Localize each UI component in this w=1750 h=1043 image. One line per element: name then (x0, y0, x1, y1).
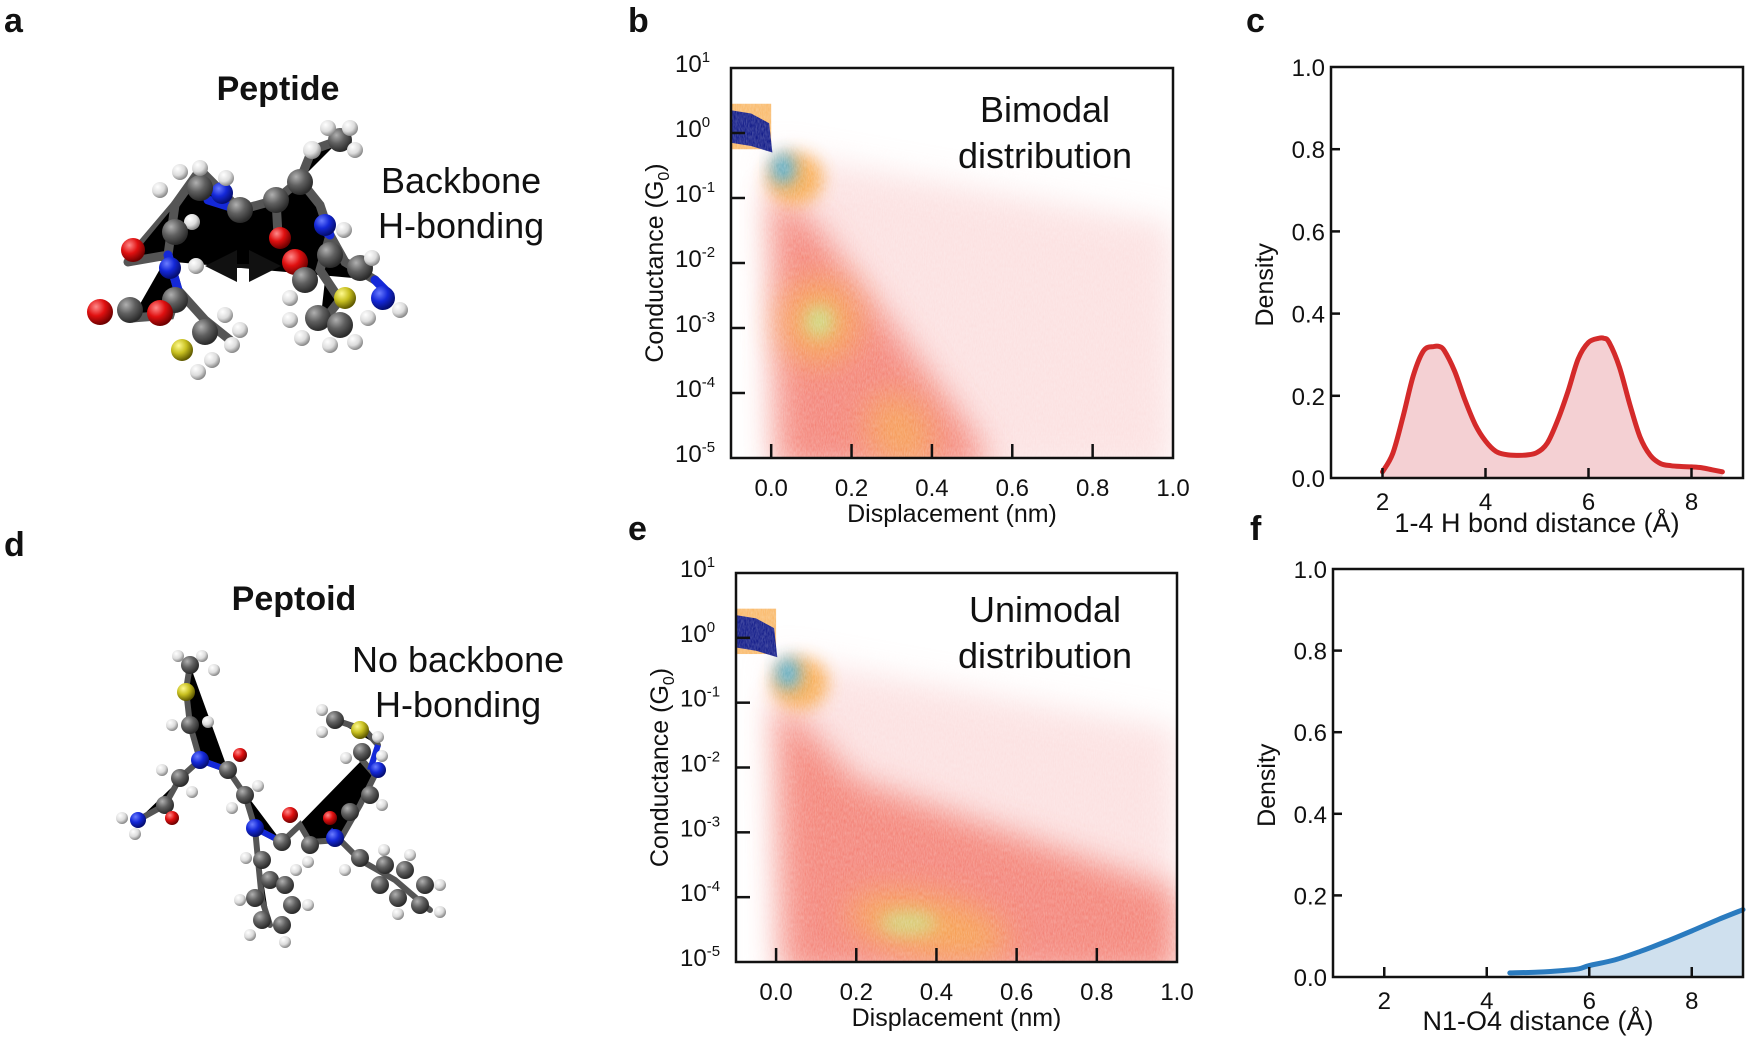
y-tick-label: 10-2 (680, 749, 720, 778)
peptide-annotation-line1: Backbone (381, 160, 542, 201)
x-tick-label: 0.4 (915, 475, 948, 502)
heatmap-b (731, 68, 1173, 458)
molecule-illustrations (87, 120, 446, 948)
panel-label-a: a (4, 2, 23, 40)
x-tick-label: 0.8 (1080, 979, 1113, 1006)
peptoid-molecule (116, 650, 446, 948)
y-tick-label: 10-4 (680, 878, 720, 907)
y-tick-label: 1.0 (1294, 557, 1327, 584)
x-axis-label: Displacement (nm) (847, 500, 1057, 528)
plot-frame (1331, 567, 1745, 979)
y-axis-label: Density (1253, 743, 1281, 827)
y-tick-label: 100 (675, 114, 710, 143)
panel-label-c: c (1246, 2, 1265, 40)
density-fill-peptoid (1509, 909, 1743, 977)
distribution-annotation: Bimodal (980, 89, 1110, 130)
chart-e-axes: 0.0 0.2 0.4 0.6 0.8 1.0 101 100 10-1 10-2 10-3 10-4… (646, 554, 1194, 1032)
distribution-annotation: distribution (958, 135, 1132, 176)
x-tick-label: 4 (1479, 489, 1492, 516)
x-axis-label: Displacement (nm) (852, 1004, 1062, 1032)
peptide-title: Peptide (216, 70, 340, 108)
heatmap-e-density (736, 573, 1177, 962)
y-tick-label: 0.0 (1292, 466, 1325, 493)
x-tick-label: 6 (1582, 489, 1595, 516)
x-axis-label: 1-4 H bond distance (Å) (1394, 507, 1679, 538)
x-tick-label: 0.6 (1000, 979, 1033, 1006)
y-tick-label: 1.0 (1292, 55, 1325, 82)
x-tick-label: 2 (1376, 489, 1389, 516)
chart-c-axes: 2 4 6 8 0.0 0.2 0.4 0.6 0.8 1.0 1-4 H bond distanc… (1251, 55, 1745, 538)
heatmap-grain (736, 573, 1177, 962)
x-tick-label: 1.0 (1156, 475, 1189, 502)
x-tick-label: 6 (1583, 988, 1596, 1015)
peptoid-annotation: No backbone H-bonding (352, 637, 564, 727)
y-tick-label: 10-2 (675, 244, 715, 273)
x-tick-label: 8 (1685, 988, 1698, 1015)
y-axis-label: Conductance (G0) (641, 163, 673, 362)
y-axis-label: Density (1251, 243, 1279, 327)
heatmap-b-density (731, 68, 1173, 458)
x-tick-label: 0.8 (1076, 475, 1109, 502)
x-tick-label: 0.0 (759, 979, 792, 1006)
panel-label-e: e (628, 510, 647, 548)
x-tick-label: 1.0 (1160, 979, 1193, 1006)
x-axis-label: N1-O4 distance (Å) (1422, 1005, 1653, 1036)
x-tick-label: 0.4 (920, 979, 953, 1006)
heatmap-grain (731, 68, 1173, 458)
y-tick-label: 0.4 (1292, 302, 1325, 329)
x-tick-label: 0.6 (996, 475, 1029, 502)
y-tick-label: 10-1 (675, 179, 715, 208)
x-tick-label: 2 (1378, 988, 1391, 1015)
y-tick-label: 10-4 (675, 374, 715, 403)
y-tick-label: 0.4 (1294, 802, 1327, 829)
y-tick-label: 10-5 (680, 943, 720, 972)
x-tick-label: 8 (1685, 489, 1698, 516)
x-tick-label: 0.0 (754, 475, 787, 502)
y-tick-label: 100 (680, 619, 715, 648)
y-tick-label: 0.6 (1294, 720, 1327, 747)
y-tick-label: 0.2 (1292, 384, 1325, 411)
y-tick-label: 101 (680, 554, 715, 583)
peptoid-annotation-line2: H-bonding (375, 684, 542, 725)
panel-label-d: d (4, 526, 25, 564)
y-tick-label: 10-3 (675, 309, 715, 338)
distribution-annotation: Unimodal (969, 589, 1121, 630)
peptide-annotation: Backbone H-bonding (378, 158, 544, 248)
y-tick-label: 10-1 (680, 684, 720, 713)
distribution-annotation: distribution (958, 635, 1132, 676)
x-tick-label: 0.2 (840, 979, 873, 1006)
y-tick-label: 0.8 (1294, 639, 1327, 666)
y-tick-label: 0.2 (1294, 883, 1327, 910)
y-axis-label: Conductance (G0) (646, 668, 678, 867)
density-fill-peptide (1382, 337, 1723, 478)
chart-f-axes: 2 4 6 8 0.0 0.2 0.4 0.6 0.8 1.0 N1-O4 distance (Å)… (1253, 557, 1746, 1036)
panel-label-f: f (1250, 510, 1262, 548)
y-tick-label: 0.0 (1294, 965, 1327, 992)
panel-label-b: b (628, 2, 649, 40)
y-tick-label: 0.8 (1292, 137, 1325, 164)
y-tick-label: 10-5 (675, 439, 715, 468)
y-tick-label: 101 (675, 49, 710, 78)
x-tick-label: 4 (1480, 988, 1493, 1015)
peptide-annotation-line2: H-bonding (378, 205, 545, 246)
density-line-peptoid (1507, 907, 1746, 976)
y-tick-label: 10-3 (680, 813, 720, 842)
plot-frame (1329, 65, 1745, 480)
x-tick-label: 0.2 (835, 475, 868, 502)
peptoid-annotation-line1: No backbone (352, 639, 565, 680)
y-tick-label: 0.6 (1292, 219, 1325, 246)
peptoid-title: Peptoid (231, 580, 357, 618)
heatmap-e (736, 573, 1177, 962)
peptide-molecule (87, 120, 408, 380)
density-line-peptide (1380, 335, 1725, 475)
